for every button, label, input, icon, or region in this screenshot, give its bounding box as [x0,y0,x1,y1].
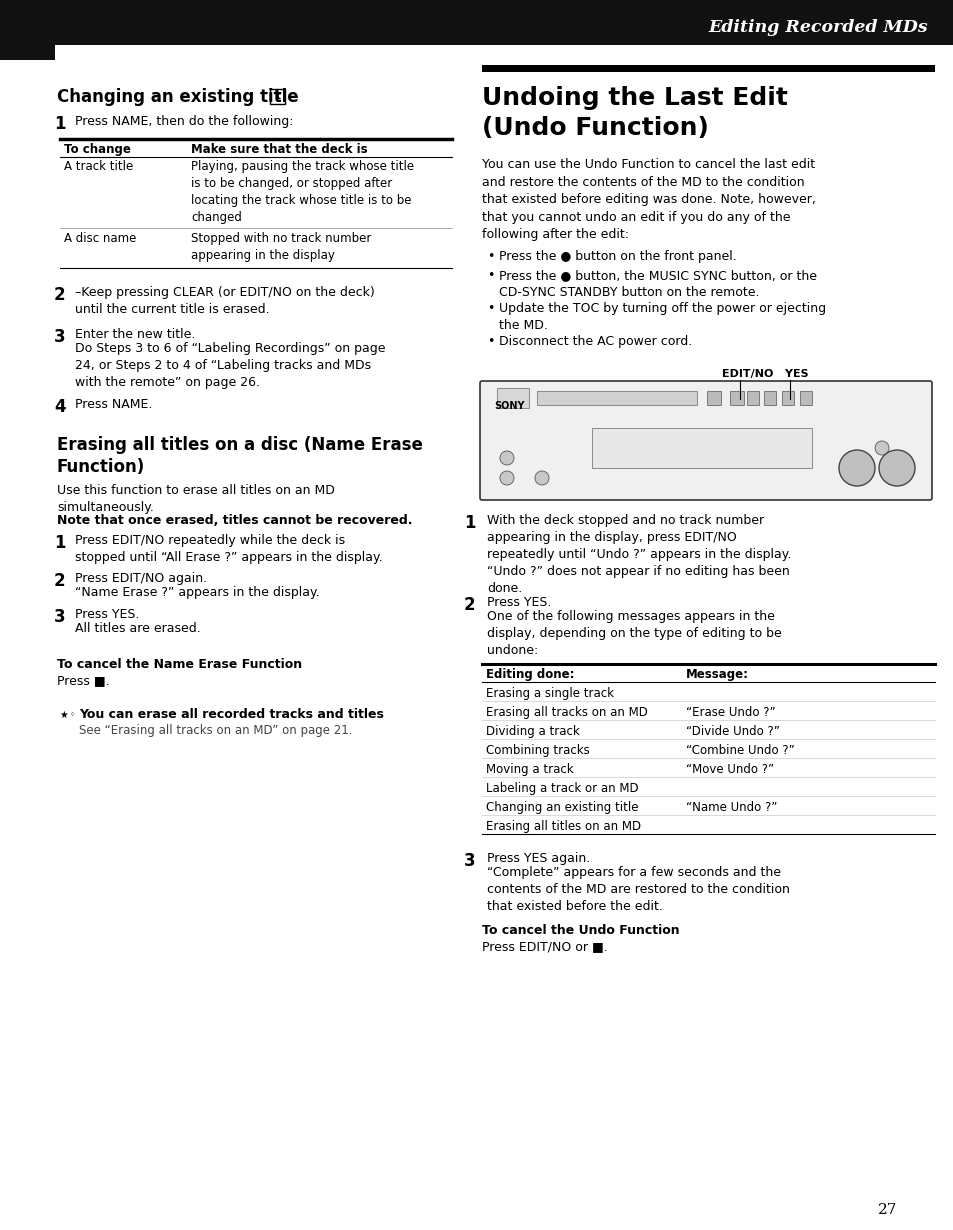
Text: A track title: A track title [64,160,133,173]
Text: •: • [486,250,494,263]
Circle shape [874,442,888,455]
Text: ★: ★ [59,710,68,720]
Circle shape [535,471,548,485]
Text: 2: 2 [463,597,476,614]
Text: t: t [275,91,280,101]
Text: Update the TOC by turning off the power or ejecting
the MD.: Update the TOC by turning off the power … [498,303,825,332]
Text: Disconnect the AC power cord.: Disconnect the AC power cord. [498,335,692,348]
Text: One of the following messages appears in the
display, depending on the type of e: One of the following messages appears in… [486,610,781,657]
Text: Undoing the Last Edit: Undoing the Last Edit [481,86,787,109]
FancyBboxPatch shape [271,89,285,103]
Text: 3: 3 [54,328,66,346]
Text: Note that once erased, titles cannot be recovered.: Note that once erased, titles cannot be … [57,514,412,526]
Text: To cancel the Name Erase Function: To cancel the Name Erase Function [57,658,302,672]
Text: Labeling a track or an MD: Labeling a track or an MD [485,782,638,795]
Text: Press the ● button, the MUSIC SYNC button, or the
CD-SYNC STANDBY button on the : Press the ● button, the MUSIC SYNC butto… [498,269,816,299]
Text: “Divide Undo ?”: “Divide Undo ?” [685,724,779,738]
Text: 2: 2 [54,572,66,590]
Text: Editing Recorded MDs: Editing Recorded MDs [708,20,927,37]
Text: To cancel the Undo Function: To cancel the Undo Function [481,924,679,937]
Text: “Combine Undo ?”: “Combine Undo ?” [685,744,794,756]
Text: Press YES.: Press YES. [75,608,139,621]
Text: 3: 3 [54,608,66,626]
Text: “Complete” appears for a few seconds and the
contents of the MD are restored to : “Complete” appears for a few seconds and… [486,866,789,913]
Bar [763,391,775,405]
Text: Playing, pausing the track whose title
is to be changed, or stopped after
locati: Playing, pausing the track whose title i… [191,160,414,224]
Text: Press the ● button on the front panel.: Press the ● button on the front panel. [498,250,736,263]
Bar [941,0,953,10]
Text: Dividing a track: Dividing a track [485,724,579,738]
Text: (Undo Function): (Undo Function) [481,116,708,140]
FancyBboxPatch shape [479,381,931,501]
Circle shape [499,451,514,465]
Text: 27: 27 [877,1203,897,1216]
Circle shape [878,450,914,486]
Text: Do Steps 3 to 6 of “Labeling Recordings” on page
24, or Steps 2 to 4 of “Labelin: Do Steps 3 to 6 of “Labeling Recordings”… [75,342,385,389]
Text: Press EDIT/NO again.: Press EDIT/NO again. [75,572,207,585]
Bar [746,391,759,405]
Bar [0,0,953,46]
Text: Changing an existing title: Changing an existing title [485,801,638,814]
Text: You can use the Undo Function to cancel the last edit
and restore the contents o: You can use the Undo Function to cancel … [481,157,815,241]
Bar [0,41,55,60]
Text: 2: 2 [54,287,66,304]
Text: –Keep pressing CLEAR (or EDIT/NO on the deck)
until the current title is erased.: –Keep pressing CLEAR (or EDIT/NO on the … [75,287,375,316]
Bar [706,391,720,405]
Text: Press EDIT/NO or ■.: Press EDIT/NO or ■. [481,940,607,953]
Text: “Name Undo ?”: “Name Undo ?” [685,801,777,814]
Bar [800,391,811,405]
Text: You can erase all recorded tracks and titles: You can erase all recorded tracks and ti… [79,708,383,721]
Text: Make sure that the deck is: Make sure that the deck is [191,143,367,156]
Text: 1: 1 [54,534,66,552]
Text: “Move Undo ?”: “Move Undo ?” [685,763,773,776]
Text: 1: 1 [463,514,475,533]
Text: Stopped with no track number
appearing in the display: Stopped with no track number appearing i… [191,232,371,262]
Text: “Erase Undo ?”: “Erase Undo ?” [685,706,775,720]
Text: A disc name: A disc name [64,232,136,245]
Text: Press NAME, then do the following:: Press NAME, then do the following: [75,114,294,128]
Text: Press EDIT/NO repeatedly while the deck is
stopped until “All Erase ?” appears i: Press EDIT/NO repeatedly while the deck … [75,534,382,565]
Text: Editing done:: Editing done: [485,668,574,681]
Text: See “Erasing all tracks on an MD” on page 21.: See “Erasing all tracks on an MD” on pag… [79,724,352,737]
Text: 4: 4 [54,399,66,416]
Text: •: • [486,269,494,282]
Text: Erasing all titles on an MD: Erasing all titles on an MD [485,820,640,833]
Text: “Name Erase ?” appears in the display.: “Name Erase ?” appears in the display. [75,585,319,599]
Circle shape [838,450,874,486]
Bar [481,65,934,73]
Text: Enter the new title.: Enter the new title. [75,328,195,341]
Bar [592,428,811,467]
Text: Erasing all titles on a disc (Name Erase
Function): Erasing all titles on a disc (Name Erase… [57,435,422,476]
Bar [729,391,743,405]
Text: With the deck stopped and no track number
appearing in the display, press EDIT/N: With the deck stopped and no track numbe… [486,514,791,595]
Text: Erasing all tracks on an MD: Erasing all tracks on an MD [485,706,647,720]
Text: Press ■.: Press ■. [57,674,110,688]
Text: Use this function to erase all titles on an MD
simultaneously.: Use this function to erase all titles on… [57,483,335,514]
Text: EDIT/NO   YES: EDIT/NO YES [721,369,808,379]
Text: Moving a track: Moving a track [485,763,573,776]
Text: •: • [486,303,494,315]
Text: Combining tracks: Combining tracks [485,744,589,756]
Bar [497,387,529,408]
Text: 1: 1 [54,114,66,133]
Bar [781,391,793,405]
Bar [537,391,697,405]
Text: Press YES again.: Press YES again. [486,852,590,865]
Text: Press NAME.: Press NAME. [75,399,152,411]
Text: All titles are erased.: All titles are erased. [75,622,200,635]
Text: •: • [486,335,494,348]
Text: 3: 3 [463,852,476,870]
Text: Press YES.: Press YES. [486,597,551,609]
Text: SONY: SONY [494,401,524,411]
Text: Changing an existing title: Changing an existing title [57,89,304,106]
Circle shape [499,471,514,485]
Text: Erasing a single track: Erasing a single track [485,688,614,700]
Text: ◦: ◦ [70,710,75,720]
Text: Message:: Message: [685,668,748,681]
Text: To change: To change [64,143,131,156]
